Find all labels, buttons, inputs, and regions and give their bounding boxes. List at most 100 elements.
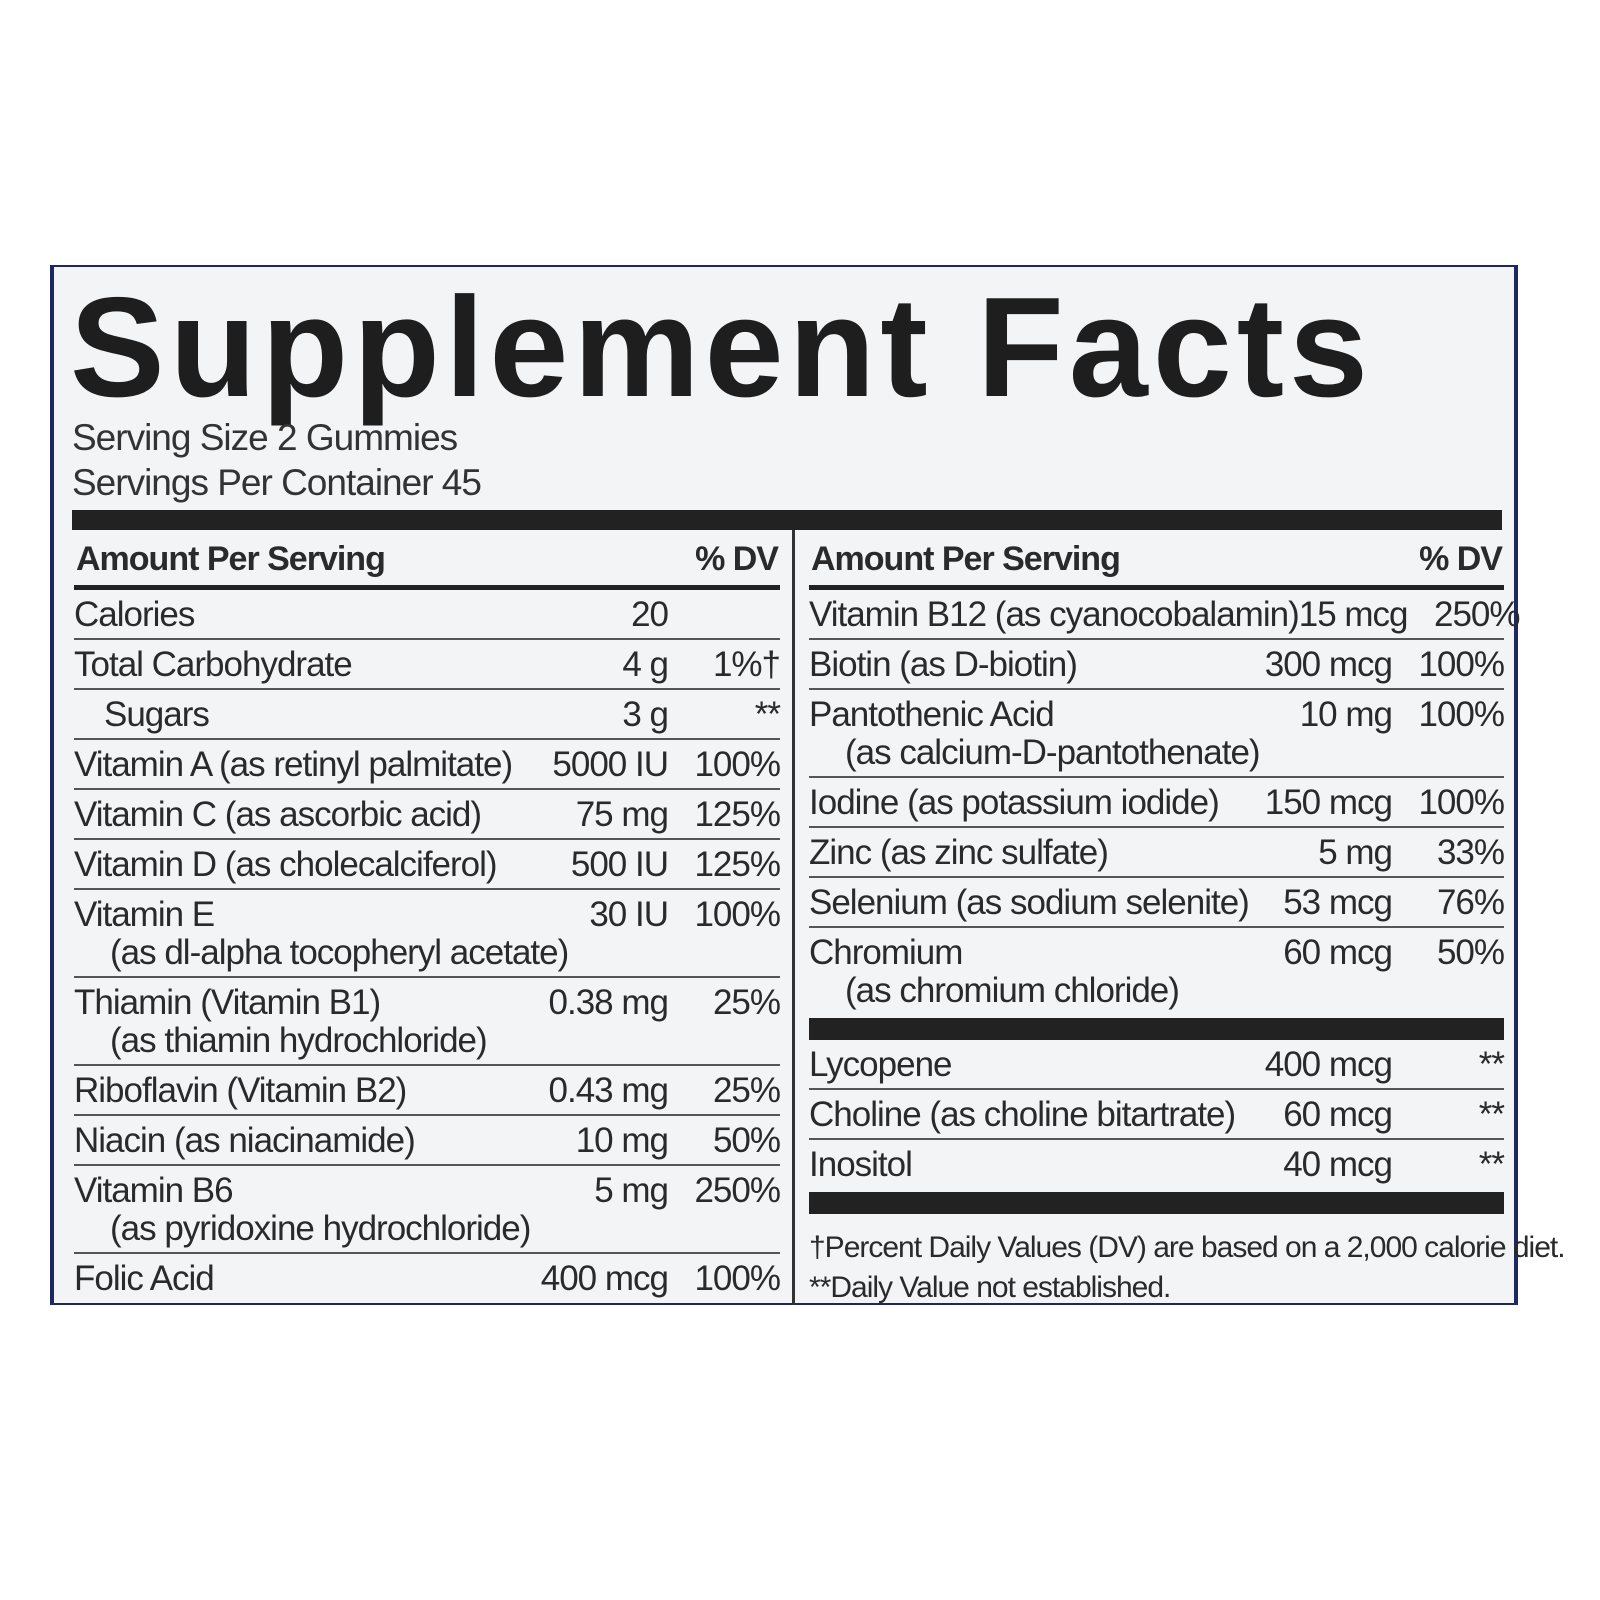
amount-header: Amount Per Serving [76, 540, 386, 578]
nutrient-label: Vitamin A (as retinyl palmitate) [74, 745, 513, 784]
nutrient-name: Vitamin A (as retinyl palmitate) [74, 746, 552, 784]
nutrient-label: Riboflavin (Vitamin B2) [74, 1071, 407, 1110]
nutrient-detail: (as thiamin hydrochloride) [110, 1021, 488, 1060]
amount: 400 mcg [540, 1259, 669, 1298]
nutrient-name: Chromium (as chromium chloride) [809, 934, 1283, 1010]
amount: 300 mcg [1264, 645, 1393, 684]
nutrient-row: Thiamin (Vitamin B1) (as thiamin hydrochl… [74, 976, 781, 1064]
daily-value: 100% [694, 1259, 781, 1298]
nutrient-row: Vitamin B6 (as pyridoxine hydrochloride) 5… [74, 1164, 781, 1252]
nutrient-label: Vitamin C (as ascorbic acid) [74, 795, 482, 834]
nutrient-row: Chromium (as chromium chloride) 60 mcg 50% [809, 926, 1505, 1014]
left-column: Amount Per Serving % DV Calories 20 Total Ca… [74, 530, 781, 1302]
nutrient-label: Iodine (as potassium iodide) [809, 783, 1220, 822]
nutrient-row: Vitamin A (as retinyl palmitate) 5000 IU 1… [74, 738, 781, 788]
nutrient-label: Niacin (as niacinamide) [74, 1121, 416, 1160]
thick-rule [809, 1018, 1504, 1040]
footnote: **Daily Value not established. [809, 1271, 1171, 1304]
nutrient-name: Folic Acid [74, 1260, 541, 1298]
nutrient-detail: (as pyridoxine hydrochloride) [110, 1209, 531, 1248]
amount: 5000 IU [552, 745, 669, 784]
amount: 5 mg [594, 1171, 669, 1210]
amount: 0.43 mg [548, 1071, 669, 1110]
nutrient-row: Vitamin B12 (as cyanocobalamin) 15 mcg 250… [809, 590, 1521, 638]
nutrient-row: Selenium (as sodium selenite) 53 mcg 76% [809, 876, 1505, 926]
nutrient-row: Iodine (as potassium iodide) 150 mcg 100% [809, 776, 1505, 826]
daily-value: 25% [712, 1071, 781, 1110]
nutrient-label: Vitamin D (as cholecalciferol) [74, 845, 498, 884]
nutrient-name: Iodine (as potassium iodide) [809, 784, 1265, 822]
daily-value: ** [1478, 1045, 1505, 1084]
nutrient-name: Inositol [809, 1146, 1283, 1184]
nutrient-row: Riboflavin (Vitamin B2) 0.43 mg 25% [74, 1064, 781, 1114]
nutrient-label: Thiamin (Vitamin B1) [74, 983, 381, 1022]
amount: 0.38 mg [548, 983, 669, 1022]
nutrient-label: Vitamin B12 (as cyanocobalamin) [809, 595, 1300, 634]
nutrient-label: Sugars [104, 695, 210, 734]
daily-value: 33% [1436, 833, 1505, 872]
daily-value: 250% [694, 1171, 781, 1210]
nutrient-name: Total Carbohydrate [74, 646, 622, 684]
nutrient-name: Riboflavin (Vitamin B2) [74, 1072, 549, 1110]
nutrient-row: Folic Acid 400 mcg 100% [74, 1252, 781, 1302]
daily-value: 250% [1433, 595, 1521, 634]
amount: 400 mcg [1264, 1045, 1393, 1084]
nutrient-label: Lycopene [809, 1045, 952, 1084]
title: Supplement Facts [70, 268, 1374, 427]
daily-value: 100% [694, 895, 781, 934]
servings-per-container: Servings Per Container 45 [72, 462, 482, 503]
nutrient-name: Calories [74, 596, 631, 634]
nutrient-label: Zinc (as zinc sulfate) [809, 833, 1109, 872]
nutrient-detail: (as calcium-D-pantothenate) [845, 733, 1261, 772]
daily-value: 25% [712, 983, 781, 1022]
amount: 40 mcg [1283, 1145, 1393, 1184]
nutrient-name: Vitamin B6 (as pyridoxine hydrochloride) [74, 1172, 594, 1248]
dv-header: % DV [1419, 540, 1503, 578]
amount: 53 mcg [1283, 883, 1393, 922]
amount: 10 mg [575, 1121, 669, 1160]
amount: 20 [631, 595, 669, 634]
nutrient-label: Pantothenic Acid [809, 695, 1055, 734]
daily-value: 100% [1418, 645, 1505, 684]
thick-rule [72, 510, 1502, 530]
daily-value: ** [754, 695, 781, 734]
nutrient-row: Vitamin C (as ascorbic acid) 75 mg 125% [74, 788, 781, 838]
daily-value: ** [1478, 1145, 1505, 1184]
nutrient-row: Vitamin E (as dl-alpha tocopheryl acetate… [74, 888, 781, 976]
right-column: Amount Per Serving % DV Vitamin B12 (as cy… [809, 530, 1566, 1308]
daily-value: 76% [1436, 883, 1505, 922]
nutrient-label: Biotin (as D-biotin) [809, 645, 1078, 684]
nutrient-name: Vitamin C (as ascorbic acid) [74, 796, 576, 834]
amount: 60 mcg [1283, 1095, 1393, 1134]
nutrient-name: Vitamin D (as cholecalciferol) [74, 846, 571, 884]
column-divider [792, 530, 795, 1305]
nutrient-label: Folic Acid [74, 1259, 215, 1298]
nutrient-row: Calories 20 [74, 590, 780, 638]
serving-size: Serving Size 2 Gummies [72, 417, 458, 458]
amount: 15 mcg [1298, 595, 1409, 634]
nutrient-detail: (as dl-alpha tocopheryl acetate) [110, 933, 569, 972]
daily-value: 125% [694, 845, 781, 884]
nutrient-name: Biotin (as D-biotin) [809, 646, 1265, 684]
dv-header: % DV [695, 540, 779, 578]
nutrient-label: Choline (as choline bitartrate) [809, 1095, 1236, 1134]
amount-header: Amount Per Serving [811, 540, 1121, 578]
amount: 5 mg [1318, 833, 1393, 872]
thick-rule [809, 1192, 1504, 1214]
column-header: Amount Per Serving % DV [74, 530, 780, 590]
nutrient-row: Inositol 40 mcg ** [809, 1138, 1505, 1188]
nutrient-label: Total Carbohydrate [74, 645, 353, 684]
nutrient-name: Selenium (as sodium selenite) [809, 884, 1283, 922]
nutrient-row: Zinc (as zinc sulfate) 5 mg 33% [809, 826, 1505, 876]
nutrient-row: Lycopene 400 mcg ** [809, 1040, 1505, 1088]
daily-value: 1%† [712, 645, 781, 684]
nutrient-label: Selenium (as sodium selenite) [809, 883, 1250, 922]
nutrient-row: Total Carbohydrate 4 g 1%† [74, 638, 781, 688]
nutrient-row: Biotin (as D-biotin) 300 mcg 100% [809, 638, 1505, 688]
daily-value: 50% [712, 1121, 781, 1160]
daily-value: 50% [1436, 933, 1505, 972]
nutrient-label: Inositol [809, 1145, 913, 1184]
daily-value: 100% [1418, 783, 1505, 822]
nutrient-name: Niacin (as niacinamide) [74, 1122, 576, 1160]
